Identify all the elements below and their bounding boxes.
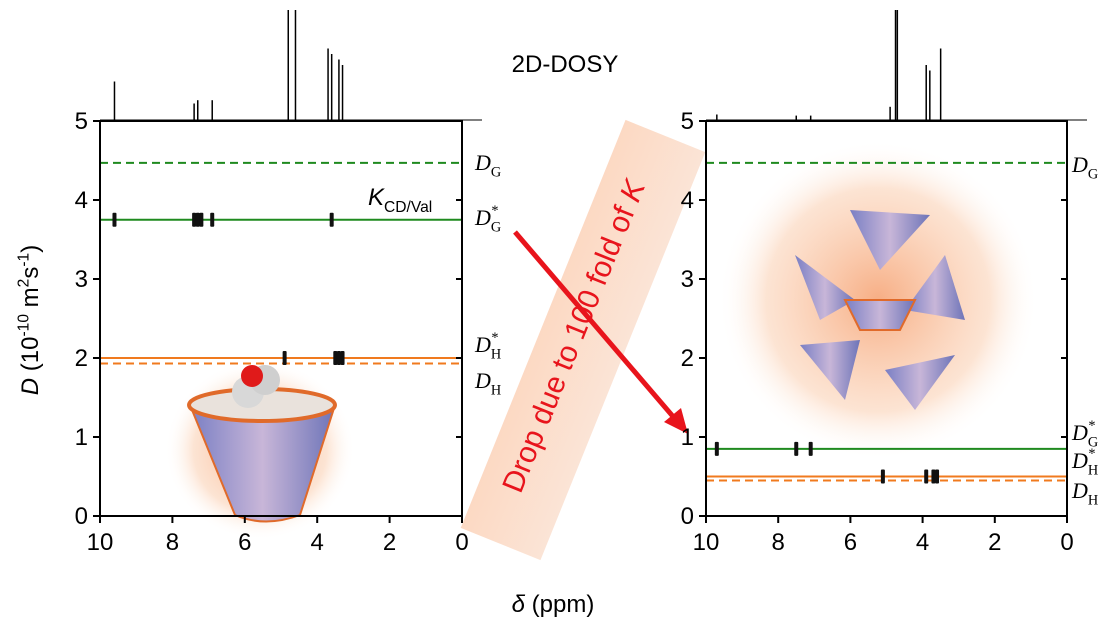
x-tick-label: 4: [311, 529, 324, 556]
label-part: *: [491, 203, 498, 219]
label-part: ): [17, 245, 44, 253]
label-part: *: [491, 330, 498, 346]
label-part: (10: [17, 337, 44, 378]
cross-peak: [881, 470, 885, 484]
x-tick-label: 2: [988, 529, 1001, 556]
x-tick-label: 0: [1060, 529, 1073, 556]
label-part: D: [474, 205, 491, 230]
x-tick-label: 2: [383, 529, 396, 556]
cross-peak: [112, 213, 116, 227]
line-label: DG: [1071, 152, 1098, 183]
y-tick-label: 5: [75, 108, 88, 135]
label-part: G: [491, 220, 501, 236]
y-tick-label: 3: [75, 266, 88, 293]
x-tick-label: 8: [166, 529, 179, 556]
label-part: D: [1071, 478, 1088, 503]
cross-peak: [924, 470, 928, 484]
label-part: 2: [15, 279, 32, 288]
cross-peak: [935, 470, 939, 484]
y-tick-label: 4: [681, 187, 694, 214]
note: KCD/Val: [368, 184, 432, 216]
label-part: *: [1088, 446, 1095, 462]
cross-peak: [196, 213, 200, 227]
label-part: s: [17, 267, 44, 279]
y-axis-label: D (10-10 m2s-1): [15, 245, 44, 395]
label-part: D: [1071, 152, 1088, 177]
x-tick-label: 8: [772, 529, 785, 556]
line-label: DH: [1071, 478, 1098, 509]
cross-peak: [199, 213, 203, 227]
cross-peak: [337, 351, 341, 365]
x-axis-label: δ (ppm): [512, 591, 595, 618]
label-part: H: [491, 383, 501, 399]
illustration-right: [718, 140, 1038, 460]
cross-peak: [283, 351, 287, 365]
label-part: m: [17, 287, 44, 314]
label-part: D: [474, 332, 491, 357]
cross-peak: [794, 442, 798, 456]
line-label: DG: [474, 150, 501, 181]
label-part: D: [1071, 420, 1088, 445]
cross-peak: [715, 442, 719, 456]
y-tick-label: 1: [75, 424, 88, 451]
y-tick-label: 5: [681, 108, 694, 135]
label-part: D: [17, 378, 44, 395]
y-tick-label: 4: [75, 187, 88, 214]
cross-peak: [210, 213, 214, 227]
x-tick-label: 10: [87, 529, 114, 556]
cross-peak: [931, 470, 935, 484]
label-part: (ppm): [525, 591, 594, 618]
label-part: G: [1088, 167, 1098, 183]
label-part: D: [474, 368, 491, 393]
illustration-left: [165, 360, 355, 540]
line-label: DH: [474, 368, 501, 399]
title: 2D-DOSY: [512, 51, 619, 78]
x-tick-label: 6: [238, 529, 251, 556]
label-part: K: [368, 184, 385, 211]
cross-peak: [809, 442, 813, 456]
y-tick-label: 2: [681, 345, 694, 372]
y-tick-label: 0: [75, 503, 88, 530]
line-label: DG*: [474, 203, 501, 236]
figure: 2D-DOSY D (10-10 m2s-1)δ (ppm)Drop due t…: [0, 0, 1105, 628]
line-label: DH*: [474, 330, 501, 363]
label-part: CD/Val: [384, 199, 432, 216]
label-part: H: [491, 347, 501, 363]
label-part: *: [1088, 418, 1095, 434]
x-tick-label: 4: [916, 529, 929, 556]
label-part: G: [491, 165, 501, 181]
cross-peak: [341, 351, 345, 365]
y-tick-label: 1: [681, 424, 694, 451]
label-part: -1: [15, 253, 32, 267]
cross-peak: [192, 213, 196, 227]
label-part: δ: [512, 591, 526, 618]
x-tick-label: 6: [844, 529, 857, 556]
y-tick-label: 0: [681, 503, 694, 530]
x-tick-label: 10: [693, 529, 720, 556]
label-part: D: [474, 150, 491, 175]
cross-peak: [330, 213, 334, 227]
label-part: D: [1071, 448, 1088, 473]
y-tick-label: 3: [681, 266, 694, 293]
label-part: H: [1088, 493, 1098, 509]
y-tick-label: 2: [75, 345, 88, 372]
line-label: DH*: [1071, 446, 1098, 479]
x-tick-label: 0: [455, 529, 468, 556]
cross-peak: [333, 351, 337, 365]
label-part: H: [1088, 463, 1098, 479]
label-part: -10: [15, 314, 32, 337]
